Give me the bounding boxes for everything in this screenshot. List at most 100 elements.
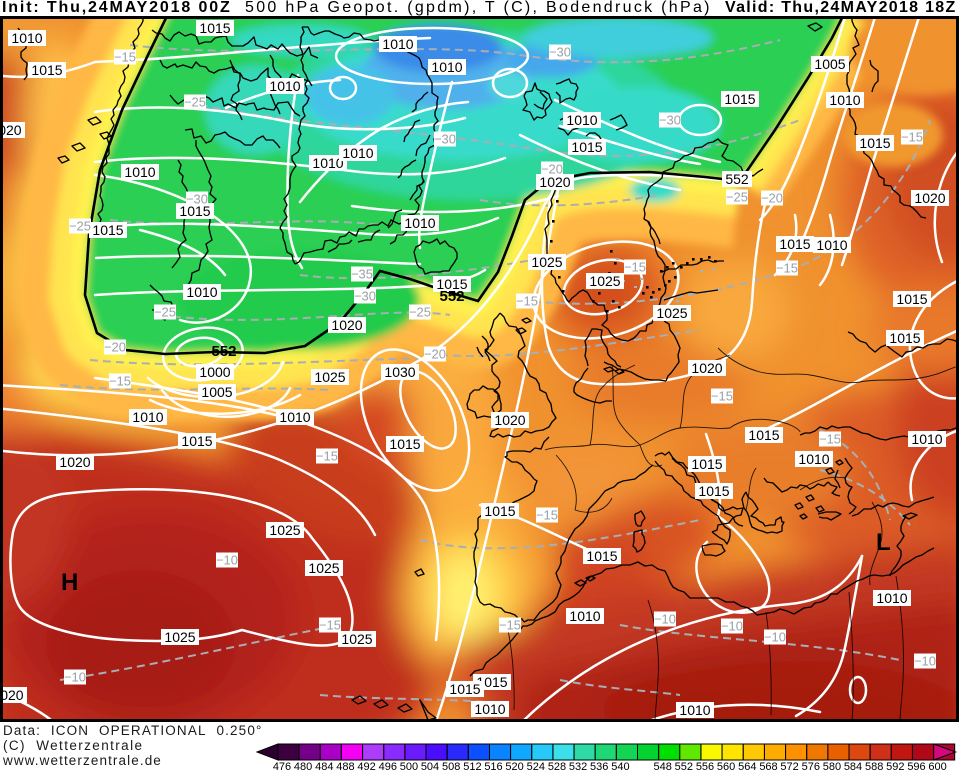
svg-text:1015: 1015 [181,433,212,449]
svg-text:1015: 1015 [92,222,123,238]
svg-text:−15: −15 [536,508,558,523]
svg-text:488: 488 [336,761,354,770]
svg-text:1015: 1015 [476,674,507,690]
svg-text:504: 504 [421,761,439,770]
svg-text:1010: 1010 [269,78,300,94]
svg-text:1015: 1015 [748,427,779,443]
svg-text:−30: −30 [659,113,681,128]
svg-text:−30: −30 [434,132,456,147]
svg-text:1025: 1025 [531,254,562,270]
svg-text:552: 552 [675,761,693,770]
svg-text:560: 560 [717,761,735,770]
svg-text:536: 536 [590,761,608,770]
svg-text:600: 600 [928,761,946,770]
svg-text:572: 572 [780,761,798,770]
svg-text:1015: 1015 [484,503,515,519]
svg-text:1020: 1020 [0,687,24,703]
svg-text:1015: 1015 [31,62,62,78]
svg-text:568: 568 [759,761,777,770]
svg-text:1010: 1010 [798,451,829,467]
svg-text:1010: 1010 [342,145,373,161]
svg-text:1010: 1010 [829,92,860,108]
svg-text:1010: 1010 [679,702,710,718]
svg-text:1010: 1010 [279,409,310,425]
svg-text:520: 520 [505,761,523,770]
svg-text:484: 484 [315,761,333,770]
svg-text:1010: 1010 [382,36,413,52]
svg-text:564: 564 [738,761,756,770]
svg-text:1015: 1015 [179,203,210,219]
svg-text:1010: 1010 [132,409,163,425]
svg-text:1000: 1000 [199,364,230,380]
svg-text:−10: −10 [64,670,86,685]
svg-text:1020: 1020 [331,317,362,333]
svg-text:1025: 1025 [164,629,195,645]
svg-text:496: 496 [379,761,397,770]
svg-text:1010: 1010 [186,284,217,300]
svg-text:552: 552 [725,171,749,187]
svg-text:−25: −25 [726,190,748,205]
svg-text:−20: −20 [104,340,126,355]
svg-text:1025: 1025 [341,631,372,647]
svg-text:576: 576 [802,761,820,770]
svg-text:1005: 1005 [814,56,845,72]
svg-text:1020: 1020 [59,454,90,470]
svg-text:−15: −15 [109,374,131,389]
svg-text:588: 588 [865,761,883,770]
svg-text:−15: −15 [711,389,733,404]
svg-text:−35: −35 [351,267,373,282]
svg-text:−25: −25 [184,95,206,110]
svg-text:1020: 1020 [0,122,22,138]
svg-text:−15: −15 [624,260,646,275]
svg-text:−10: −10 [914,654,936,669]
svg-text:1025: 1025 [269,522,300,538]
svg-text:508: 508 [442,761,460,770]
svg-text:1010: 1010 [569,608,600,624]
svg-text:1020: 1020 [691,360,722,376]
svg-text:516: 516 [484,761,502,770]
svg-text:1010: 1010 [566,112,597,128]
svg-text:492: 492 [357,761,375,770]
svg-text:548: 548 [654,761,672,770]
svg-text:556: 556 [696,761,714,770]
svg-text:−20: −20 [424,347,446,362]
svg-text:580: 580 [823,761,841,770]
svg-text:1025: 1025 [308,560,339,576]
svg-text:−15: −15 [114,50,136,65]
svg-text:532: 532 [569,761,587,770]
svg-text:1015: 1015 [389,436,420,452]
svg-text:−15: −15 [516,294,538,309]
svg-text:−15: −15 [316,449,338,464]
svg-text:−25: −25 [154,305,176,320]
svg-text:512: 512 [463,761,481,770]
svg-text:−20: −20 [541,162,563,177]
svg-text:1015: 1015 [691,456,722,472]
svg-text:1010: 1010 [474,701,505,717]
svg-text:1015: 1015 [698,483,729,499]
svg-text:−10: −10 [764,630,786,645]
svg-text:1020: 1020 [914,190,945,206]
svg-text:−25: −25 [409,305,431,320]
svg-text:−15: −15 [499,618,521,633]
svg-text:−15: −15 [901,130,923,145]
svg-text:−30: −30 [186,192,208,207]
svg-text:1020: 1020 [539,174,570,190]
svg-text:H: H [61,569,78,596]
svg-text:540: 540 [611,761,629,770]
svg-text:1010: 1010 [124,164,155,180]
svg-text:1015: 1015 [199,20,230,36]
svg-text:1025: 1025 [656,305,687,321]
svg-text:584: 584 [844,761,862,770]
svg-text:552: 552 [211,343,236,360]
svg-text:1015: 1015 [889,330,920,346]
svg-text:1015: 1015 [896,291,927,307]
svg-text:524: 524 [527,761,545,770]
svg-text:−15: −15 [819,432,841,447]
svg-text:596: 596 [907,761,925,770]
svg-text:1010: 1010 [816,237,847,253]
svg-text:1020: 1020 [494,412,525,428]
svg-text:552: 552 [439,288,464,305]
svg-text:1030: 1030 [384,364,415,380]
svg-text:L: L [876,529,891,556]
svg-text:−10: −10 [654,612,676,627]
